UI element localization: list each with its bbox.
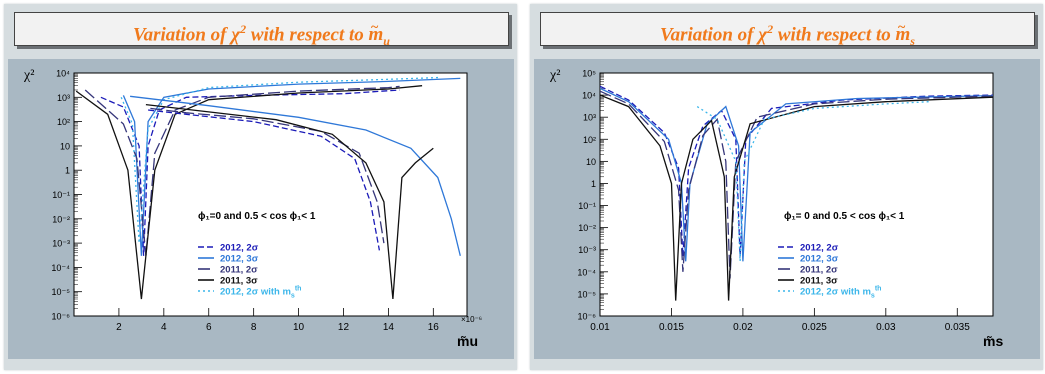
panel-left: Variation of χ2 with respect to ~ mu 10⁻⁶… [4,4,517,370]
y-tick-label: 10⁻⁴ [577,267,596,277]
y-tick-label: 10⁻² [52,214,70,224]
panel-right: Variation of χ2 with respect to ~ ms 10⁻⁶… [530,4,1043,370]
plot-frame [73,72,468,317]
curves [600,85,993,301]
y-tick-label: 10⁻⁵ [578,289,597,299]
y-tick-label: 10⁻¹ [52,190,70,200]
y-tick-label: 10⁻⁶ [578,312,597,322]
series-line [600,87,993,262]
panel-left-title: Variation of χ2 with respect to ~ mu [14,12,509,49]
legend-label: 2012, 3σ [220,254,259,265]
x-tick-label: 16 [428,322,440,333]
y-tick-label: 10⁻³ [578,245,596,255]
title-sub: u [383,34,390,49]
legend-label: 2012, 2σ with msth [220,286,301,300]
series-line [600,90,993,279]
series-line [150,107,385,244]
y-tick-label: 10³ [57,93,70,103]
x-tick-label: 2 [116,322,122,333]
title-text-mid: with respect to [773,24,896,46]
plot-area-right: 10⁻⁶ 10⁻⁵ 10⁻⁴ 10⁻³ 10⁻² 10⁻¹ 1 10 10² 10³ 10⁴ 10⁵ 0… [534,59,1040,359]
x-tick-label: 0.03 [876,322,896,333]
series-line [122,77,461,256]
y-tick-label: 10⁴ [56,69,70,79]
y-tick-label: 10⁻¹ [578,201,596,211]
y-tick-label: 10⁻² [578,223,596,233]
title-var: m [368,24,384,46]
legend-label: 2011, 3σ [800,276,838,287]
title-var: m [895,24,911,46]
y-tick-label: 10⁻³ [52,239,70,249]
y-axis-label: χ² [23,68,34,83]
y-tick-label: 10 [586,157,596,167]
chi2-vs-mu-chart: 10⁻⁶ 10⁻⁵ 10⁻⁴ 10⁻³ 10⁻² 10⁻¹ 1 10 10² 10³ 10⁴ 2 4 6 8… [23,68,482,349]
x-axis-label: m̃s [983,333,1003,349]
x-tick-label: 0.015 [659,322,684,333]
x-tick-label: 10 [293,322,305,333]
y-tick-label: 10² [583,135,596,145]
x-tick-label: 0.025 [802,322,827,333]
y-tick-label: 10³ [583,113,596,123]
panel-right-title: Variation of χ2 with respect to ~ ms [540,12,1035,49]
plot-frame [599,72,994,317]
x-tick-label: 4 [161,322,167,333]
y-tick-label: 10 [60,141,70,151]
legend-label: 2011, 3σ [220,276,258,287]
y-tick-label: 1 [591,179,596,189]
x-tick-label: 0.035 [945,322,970,333]
series-line [75,85,423,300]
y-axis-label: χ² [549,68,560,83]
series-line [148,109,381,251]
legend-label: 2011, 2σ [800,265,838,276]
y-tick-label: 10⁻⁶ [52,312,71,322]
y-tick-label: 10⁻⁴ [51,263,70,273]
title-sub: s [910,34,915,49]
title-sup: 2 [767,22,774,36]
title-text: Variation of [660,24,759,46]
x-tick-label: 0.02 [733,322,753,333]
title-variable: ~ mu [368,20,390,49]
x-tick-label: 6 [206,322,212,333]
x-tick-label: 0.01 [590,322,610,333]
title-chi: χ [231,24,241,46]
legend-label: 2012, 3σ [800,254,839,265]
legend-label: 2012, 2σ with msth [800,286,881,300]
y-tick-label: 10⁻⁵ [52,287,71,297]
x-axis-label: m̃u [457,333,478,349]
y-tick-label: 10⁵ [582,69,596,79]
series-line [100,89,400,256]
title-variable: ~ ms [895,20,915,49]
annotation: ϕ₁=0 and 0.5 < cos ϕ₁< 1 [198,211,316,222]
curves [75,76,461,300]
y-tick-label: 1 [65,166,70,176]
plot-area-left: 10⁻⁶ 10⁻⁵ 10⁻⁴ 10⁻³ 10⁻² 10⁻¹ 1 10 10² 10³ 10⁴ 2 4 6 8… [8,59,514,359]
x-tick-label: 12 [338,322,350,333]
plot-group: 10⁻⁶ 10⁻⁵ 10⁻⁴ 10⁻³ 10⁻² 10⁻¹ 1 10 10² 10³ 10⁴ 2 4 6 8… [23,68,482,349]
title-text: Variation of [133,24,232,46]
y-tick-label: 10² [57,117,70,127]
legend-label: 2012, 2σ [220,243,259,254]
annotation: ϕ₁= 0 and 0.5 < cos ϕ₁< 1 [784,211,905,222]
title-text-mid: with respect to [246,24,369,46]
legend-label: 2011, 2σ [220,265,258,276]
x-axis-multiplier: ×10⁻⁶ [461,315,482,324]
legend-label: 2012, 2σ [800,243,839,254]
x-tick-label: 14 [383,322,395,333]
y-tick-label: 10⁴ [582,91,596,101]
title-sup: 2 [240,22,247,36]
series-line [84,85,400,256]
series-line [696,101,929,262]
chi2-vs-ms-chart: 10⁻⁶ 10⁻⁵ 10⁻⁴ 10⁻³ 10⁻² 10⁻¹ 1 10 10² 10³ 10⁴ 10⁵ 0… [549,68,1003,349]
series-line [130,95,461,256]
series-line [600,94,993,301]
plot-group: 10⁻⁶ 10⁻⁵ 10⁻⁴ 10⁻³ 10⁻² 10⁻¹ 1 10 10² 10³ 10⁴ 10⁵ 0… [549,68,1003,349]
series-line [145,103,434,300]
x-tick-label: 8 [251,322,257,333]
title-chi: χ [758,24,768,46]
